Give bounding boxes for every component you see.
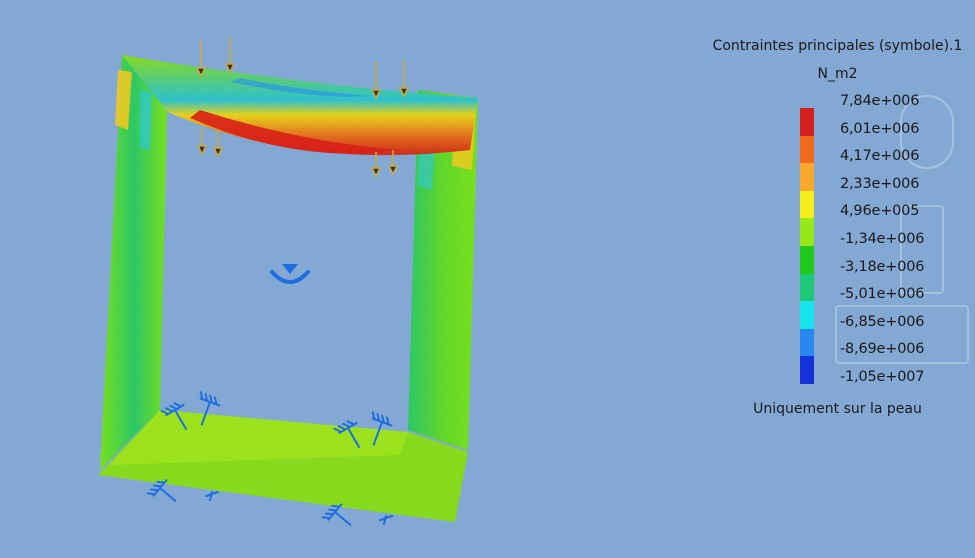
color-swatch: [800, 245, 814, 274]
scale-value-label: -3,18e+006: [840, 258, 925, 275]
watermark-shape: [900, 205, 944, 294]
color-swatch: [800, 273, 814, 302]
color-swatch: [800, 218, 814, 246]
scale-value-label: 4,96e+005: [840, 203, 920, 220]
scale-value-label: 6,01e+006: [840, 120, 920, 137]
stress-model-render[interactable]: [0, 0, 700, 554]
stress-legend[interactable]: Contraintes principales (symbole).1 N_m2…: [700, 0, 975, 554]
restraint-symbols: [146, 391, 393, 526]
view-compass-icon[interactable]: [270, 264, 310, 284]
legend-unit: N_m2: [817, 66, 858, 82]
legend-footer: Uniquement sur la peau: [753, 401, 922, 417]
top-beam: [122, 55, 478, 156]
watermark-shape: [900, 95, 954, 169]
scale-value-label: 4,17e+006: [840, 148, 920, 165]
color-swatch: [800, 301, 814, 329]
color-swatch: [800, 328, 814, 357]
scale-value-label: 7,84e+006: [840, 93, 920, 109]
scale-value-label: -8,69e+006: [840, 341, 925, 358]
scale-value-label: 2,33e+006: [840, 175, 920, 192]
legend-title: Contraintes principales (symbole).1: [712, 38, 963, 54]
color-swatch: [800, 356, 814, 384]
right-post: [408, 90, 478, 450]
color-scale-bar[interactable]: [800, 108, 814, 384]
scale-value-label: -6,85e+006: [840, 313, 925, 330]
left-post: [100, 55, 168, 470]
color-swatch: [800, 190, 814, 219]
scale-value-label: -5,01e+006: [840, 286, 925, 303]
color-swatch: [800, 108, 814, 136]
load-arrows: [195, 36, 410, 178]
3d-viewport[interactable]: [0, 0, 700, 554]
color-swatch: [800, 163, 814, 191]
watermark-shape: [835, 305, 969, 364]
scale-value-label: -1,05e+007: [840, 369, 925, 385]
color-swatch: [800, 135, 814, 164]
scale-value-label: -1,34e+006: [840, 231, 925, 247]
